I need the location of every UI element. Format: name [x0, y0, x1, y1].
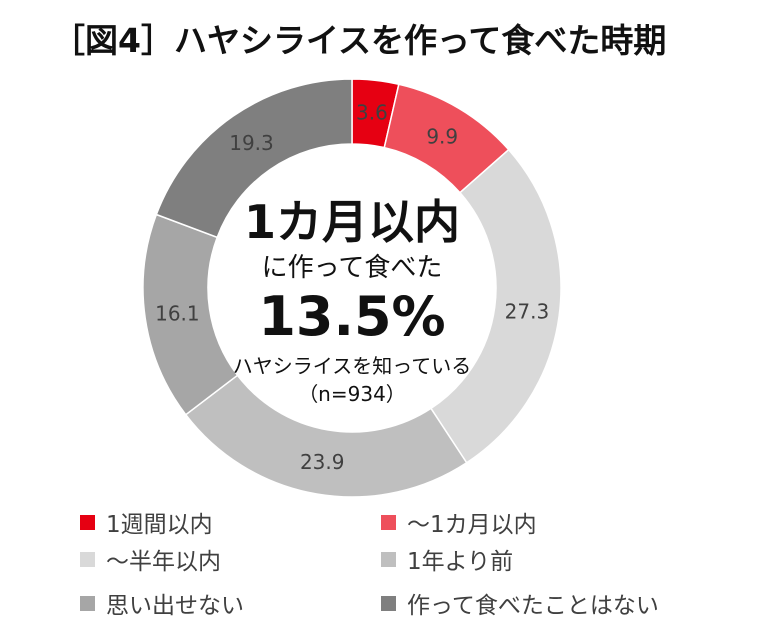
legend-label: 作って食べたことはない: [407, 593, 659, 619]
legend-swatch: [381, 514, 396, 530]
legend-label: ～1カ月以内: [407, 512, 537, 538]
segment-value-label: 27.3: [505, 299, 550, 323]
legend-swatch: [80, 595, 95, 611]
legend-swatch: [381, 595, 396, 611]
center-percent: 13.5%: [258, 285, 446, 348]
legend-swatch: [80, 514, 95, 530]
segment-value-label: 9.9: [426, 124, 458, 148]
donut-segment: [184, 374, 468, 498]
legend-item: ～半年以内: [80, 542, 221, 576]
legend-item: 作って食べたことはない: [381, 586, 659, 620]
center-subline: に作って食べた: [261, 253, 443, 283]
segment-value-label: 3.6: [356, 101, 388, 125]
legend-label: 思い出せない: [106, 593, 244, 619]
chart-title: ［図4］ハヤシライスを作って食べた時期: [52, 21, 667, 60]
donut-segment: [429, 148, 562, 464]
legend-label: ～半年以内: [106, 549, 221, 575]
center-base-label: ハヤシライスを知っている: [232, 354, 472, 378]
segment-value-label: 19.3: [229, 131, 274, 155]
legend-label: 1週間以内: [106, 512, 213, 538]
legend-swatch: [80, 551, 95, 567]
segment-value-label: 23.9: [300, 450, 345, 474]
segment-value-label: 16.1: [155, 302, 200, 326]
center-headline: 1カ月以内: [243, 195, 460, 249]
legend-item: 思い出せない: [80, 586, 244, 620]
legend-swatch: [381, 551, 396, 567]
legend-item: 1年より前: [381, 542, 513, 576]
legend-item: 1週間以内: [80, 505, 213, 539]
center-sample-size: （n=934）: [298, 382, 406, 406]
donut-segment: [155, 78, 353, 239]
legend-label: 1年より前: [407, 549, 514, 575]
legend-item: ～1カ月以内: [381, 505, 537, 539]
